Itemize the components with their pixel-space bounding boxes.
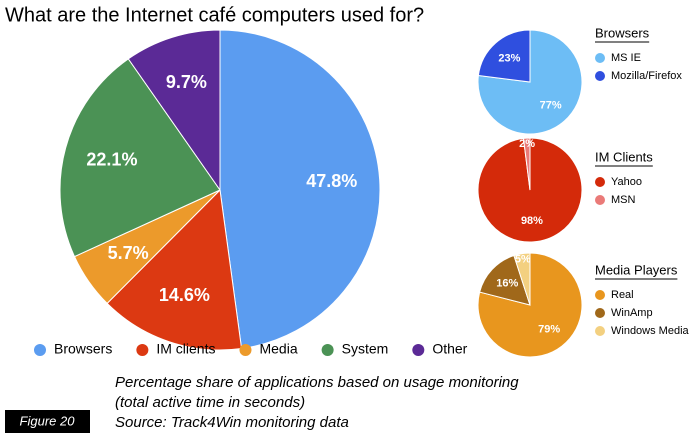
legend-swatch bbox=[595, 53, 605, 63]
slice-label: 9.7% bbox=[166, 72, 207, 92]
figure-label-box bbox=[5, 410, 90, 433]
slice-label: 16% bbox=[496, 278, 518, 290]
legend-swatch bbox=[595, 326, 605, 336]
slice-label: 22.1% bbox=[86, 149, 137, 169]
pie-slice bbox=[106, 188, 243, 351]
caption: (total active time in seconds) bbox=[115, 394, 305, 411]
legend-label: IM clients bbox=[156, 341, 215, 357]
pie-slice bbox=[59, 58, 221, 258]
legend-label: Yahoo bbox=[611, 176, 642, 188]
pie-slice bbox=[479, 254, 531, 306]
pie-slice bbox=[477, 29, 531, 83]
slice-label: 79% bbox=[538, 324, 560, 336]
legend-title: IM Clients bbox=[595, 149, 653, 164]
legend-label: Media bbox=[259, 341, 297, 357]
slice-label: 5.7% bbox=[108, 243, 149, 263]
legend-swatch bbox=[34, 344, 46, 356]
legend-title: Browsers bbox=[595, 25, 650, 40]
legend-label: Other bbox=[432, 341, 467, 357]
legend-swatch bbox=[412, 344, 425, 356]
pie-slice bbox=[127, 29, 221, 192]
slice-label: 2% bbox=[519, 138, 535, 150]
legend-label: MSN bbox=[611, 194, 636, 206]
legend-swatch bbox=[595, 290, 605, 300]
legend-swatch bbox=[136, 344, 149, 356]
legend-title: Media Players bbox=[595, 262, 678, 277]
legend-swatch bbox=[239, 344, 252, 356]
slice-label: 23% bbox=[498, 53, 520, 65]
chart-title: What are the Internet café computers use… bbox=[5, 4, 424, 26]
legend-swatch bbox=[595, 71, 605, 81]
legend-swatch bbox=[595, 195, 605, 205]
figure-label: Figure 20 bbox=[20, 413, 76, 428]
caption: Source: Track4Win monitoring data bbox=[115, 414, 349, 431]
slice-label: 77% bbox=[540, 99, 562, 111]
legend-label: WinAmp bbox=[611, 307, 653, 319]
legend-label: MS IE bbox=[611, 52, 641, 64]
slice-label: 5% bbox=[515, 254, 531, 266]
pie-slice bbox=[513, 252, 531, 306]
legend-label: Windows Media bbox=[611, 325, 690, 337]
legend-swatch bbox=[595, 308, 605, 318]
pie-slice bbox=[522, 137, 531, 191]
slice-label: 14.6% bbox=[159, 285, 210, 305]
legend-label: Mozilla/Firefox bbox=[611, 70, 682, 82]
legend-label: Browsers bbox=[54, 341, 112, 357]
caption: Percentage share of applications based o… bbox=[115, 374, 519, 391]
legend-label: Real bbox=[611, 289, 634, 301]
legend-swatch bbox=[321, 344, 334, 356]
slice-label: 98% bbox=[521, 215, 543, 227]
slice-label: 47.8% bbox=[306, 171, 357, 191]
pie-slice bbox=[477, 252, 583, 358]
legend-label: System bbox=[342, 341, 389, 357]
pie-slice bbox=[477, 29, 583, 135]
pie-slice bbox=[219, 29, 381, 350]
legend-swatch bbox=[595, 177, 605, 187]
